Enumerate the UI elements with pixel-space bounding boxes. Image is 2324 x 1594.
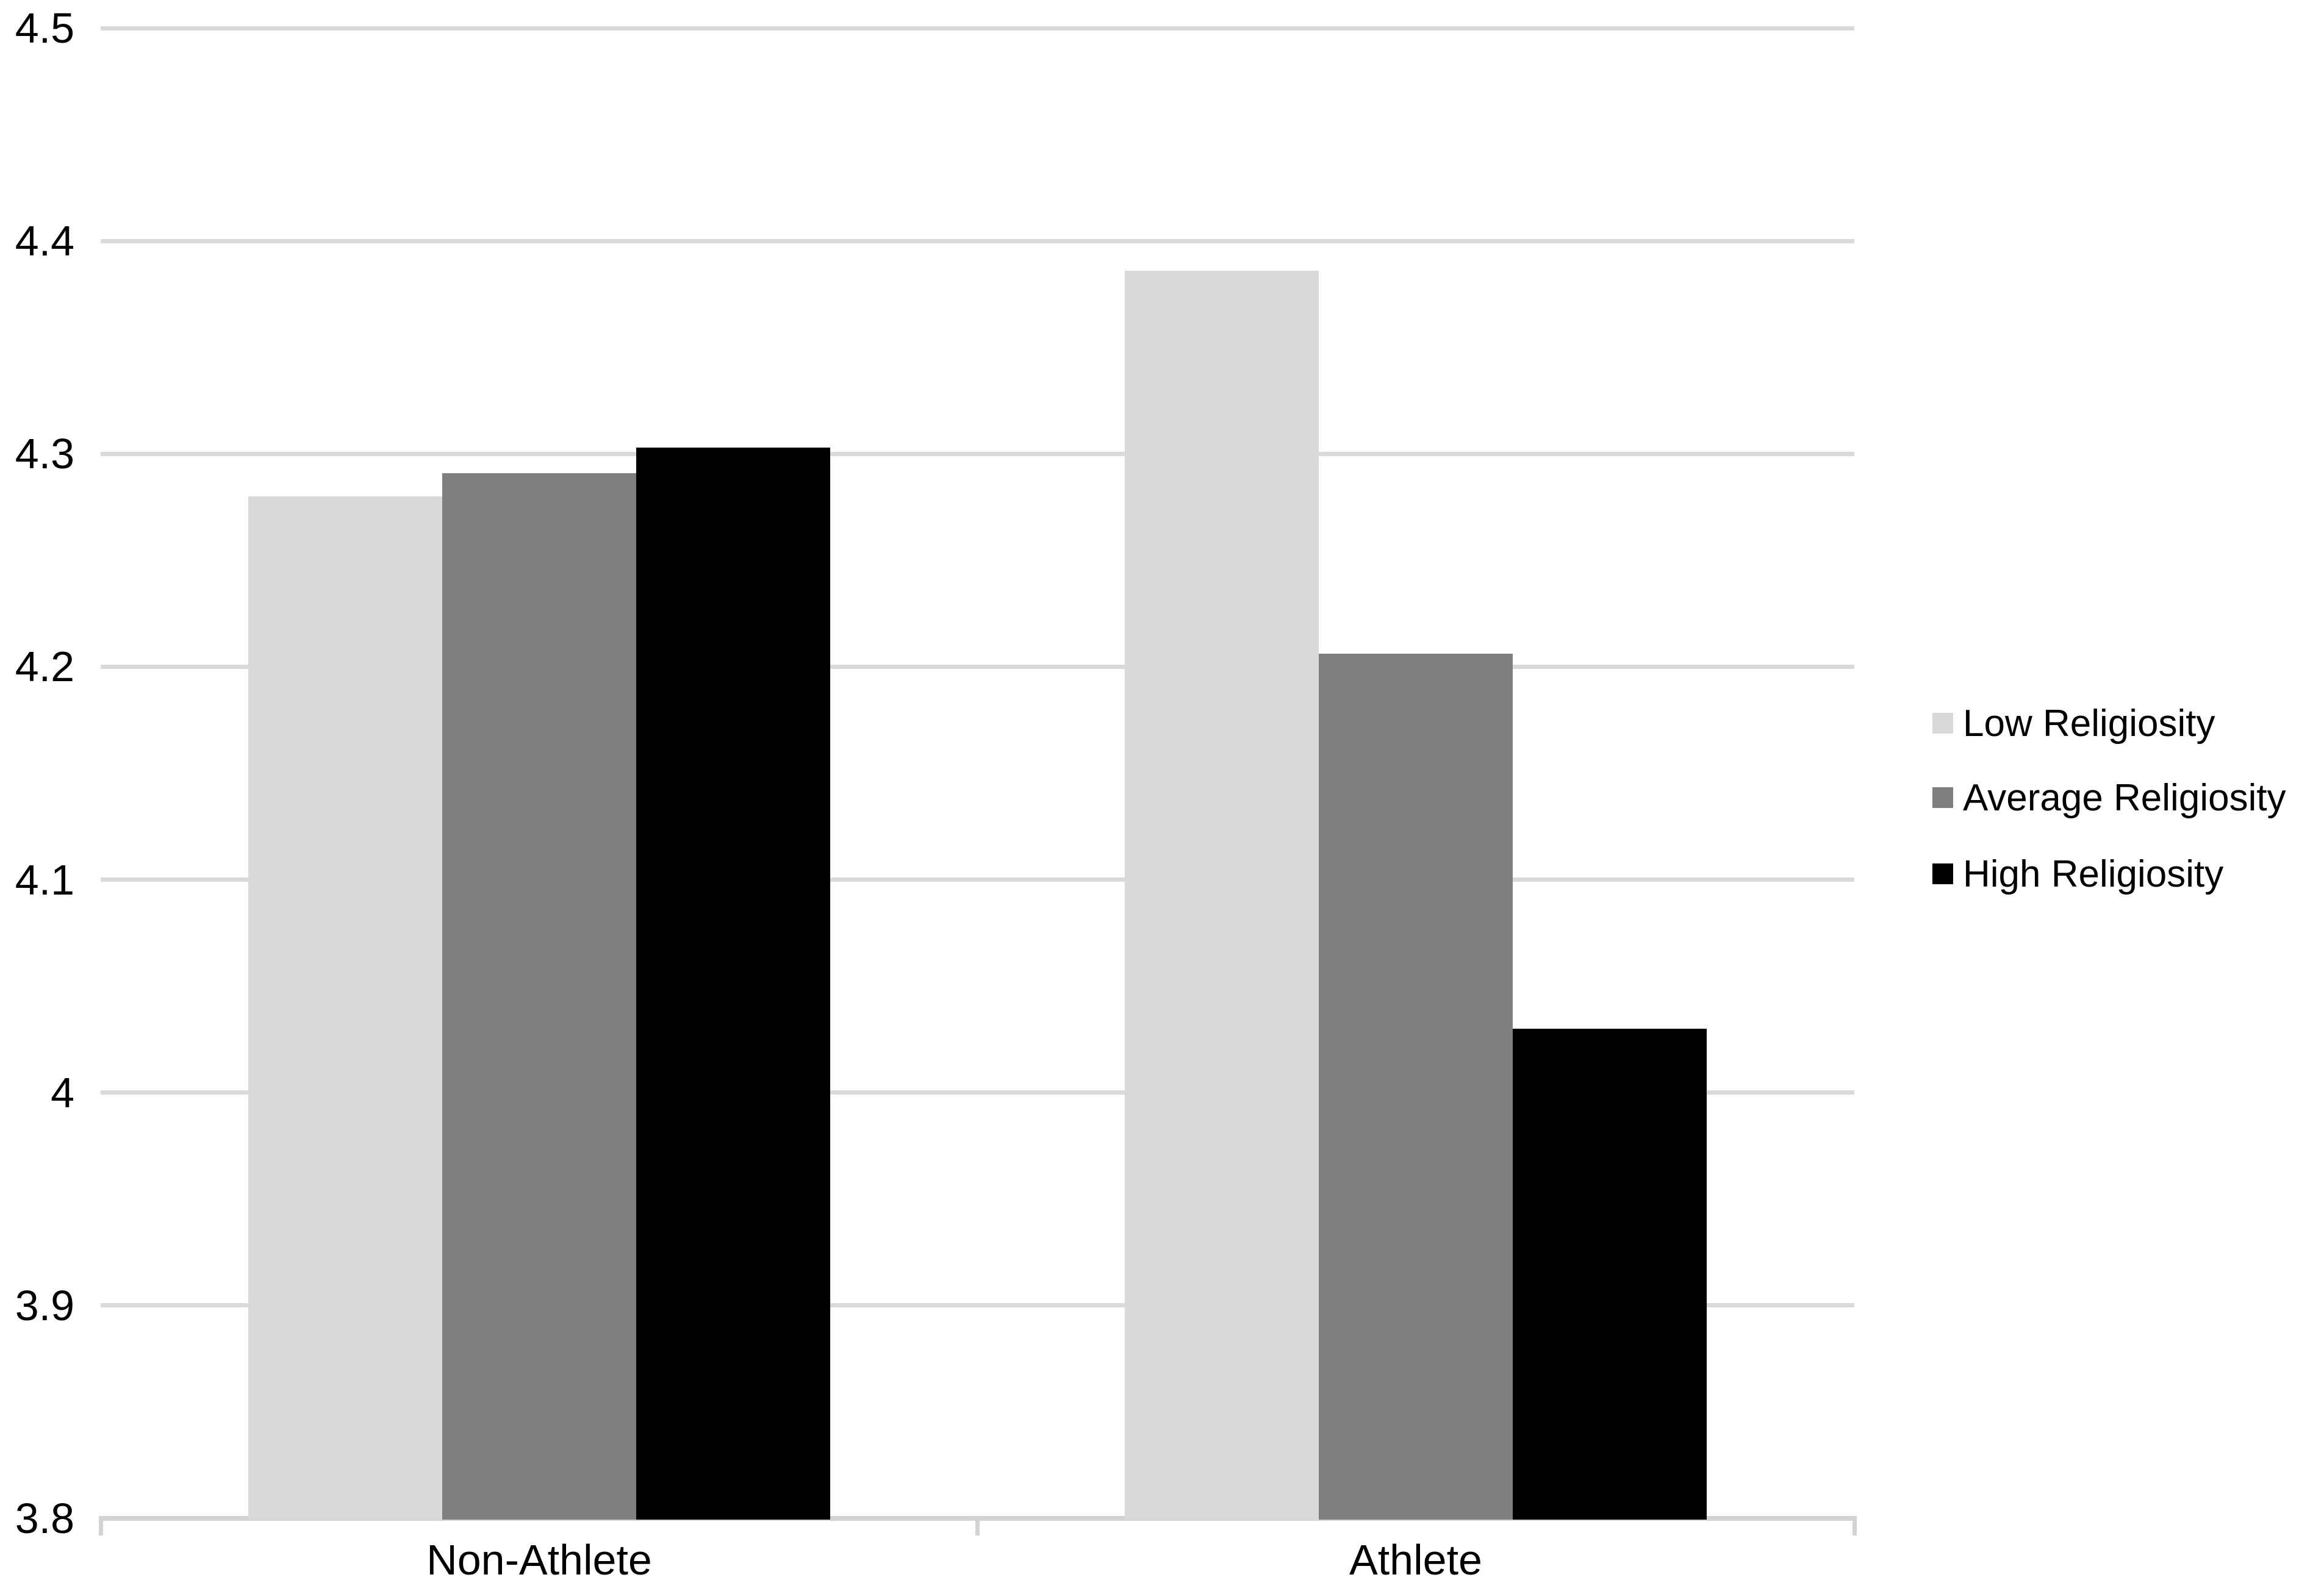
legend-swatch-average-religiosity [1932, 787, 1953, 808]
y-tick-label-4.2: 4.2 [15, 643, 74, 690]
bar-athlete-low-religiosity [1125, 271, 1319, 1520]
y-tick-label-4.4: 4.4 [15, 217, 74, 265]
y-tick-label-4.3: 4.3 [15, 430, 74, 477]
legend-item-low-religiosity: Low Religiosity [1932, 700, 2215, 746]
gridline-3.9 [101, 1303, 1854, 1307]
y-tick-label-3.8: 3.8 [15, 1495, 74, 1542]
gridline-4.3 [101, 452, 1854, 456]
x-tick-label-athlete: Athlete [1349, 1536, 1482, 1584]
x-axis-tick-1 [975, 1516, 980, 1535]
gridline-4.2 [101, 665, 1854, 669]
x-tick-label-non-athlete: Non-Athlete [426, 1536, 652, 1584]
bar-non-athlete-average-religiosity [442, 473, 636, 1520]
legend-label-high-religiosity: High Religiosity [1963, 852, 2224, 895]
gridline-4.5 [101, 26, 1854, 30]
gridline-4.1 [101, 877, 1854, 882]
legend-swatch-high-religiosity [1932, 863, 1953, 884]
y-tick-label-3.9: 3.9 [15, 1282, 74, 1329]
y-tick-label-4.5: 4.5 [15, 4, 74, 52]
x-axis-tick-2 [1852, 1516, 1857, 1535]
legend-swatch-low-religiosity [1932, 713, 1953, 734]
bar-non-athlete-high-religiosity [636, 448, 830, 1520]
bar-non-athlete-low-religiosity [248, 496, 442, 1520]
y-tick-label-4: 4 [51, 1069, 74, 1117]
legend-item-average-religiosity: Average Religiosity [1932, 774, 2286, 821]
legend-label-low-religiosity: Low Religiosity [1963, 702, 2215, 745]
legend-label-average-religiosity: Average Religiosity [1963, 776, 2286, 819]
x-axis-tick-0 [99, 1516, 103, 1535]
gridline-4.4 [101, 239, 1854, 243]
legend-item-high-religiosity: High Religiosity [1932, 851, 2223, 897]
bar-athlete-average-religiosity [1319, 654, 1513, 1520]
y-tick-label-4.1: 4.1 [15, 856, 74, 904]
bar-athlete-high-religiosity [1513, 1029, 1707, 1520]
gridline-4 [101, 1090, 1854, 1095]
